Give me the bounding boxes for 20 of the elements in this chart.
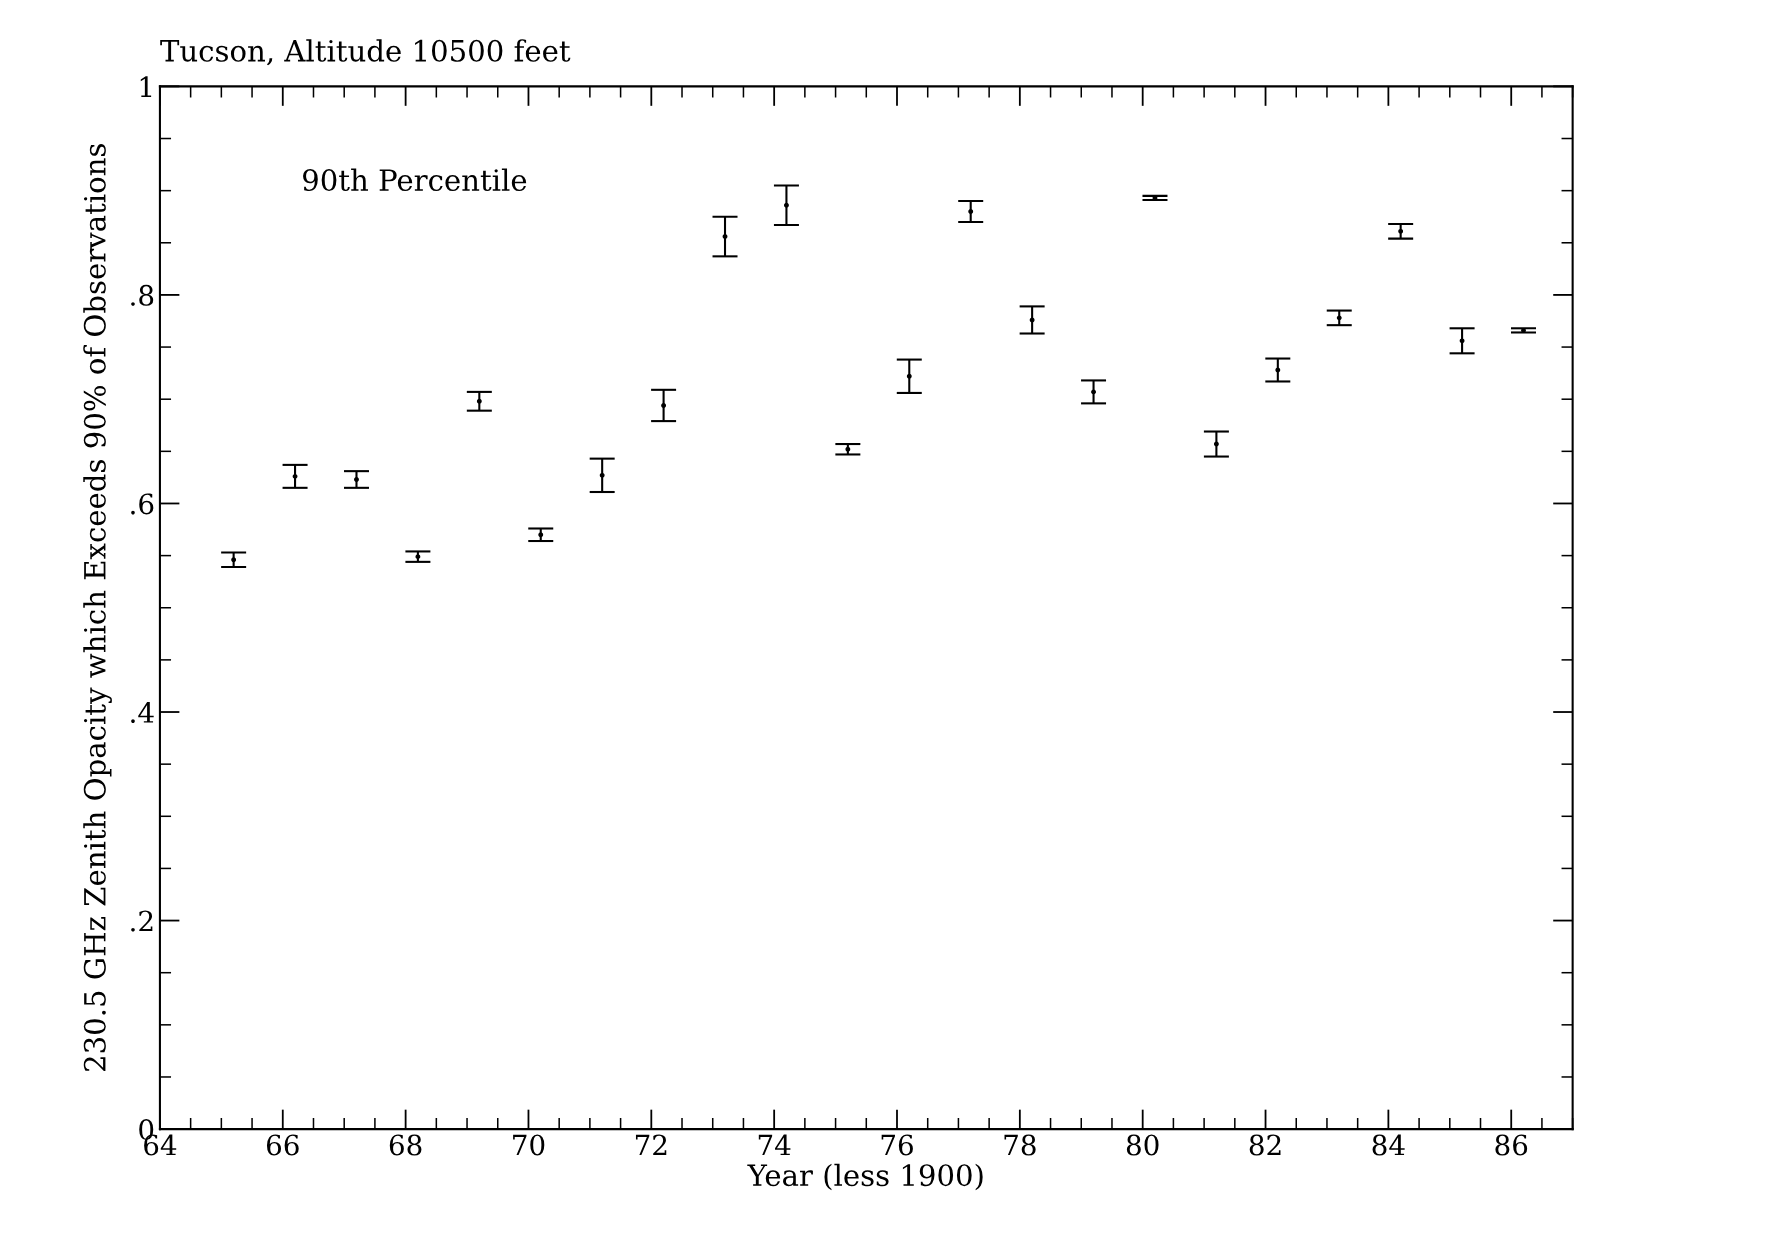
y-tick-label: .6 (131, 493, 154, 515)
annotation: 90th Percentile (303, 168, 527, 192)
x-tick-label: 70 (513, 1134, 545, 1156)
x-tick-label: 86 (1495, 1134, 1528, 1156)
y-tick-label: 1 (140, 76, 152, 97)
y-tick-label: .8 (131, 284, 154, 306)
x-tick-label: 66 (266, 1134, 299, 1156)
x-tick-label: 76 (881, 1134, 913, 1156)
x-tick-label: 68 (389, 1134, 422, 1156)
x-axis-title: Year (less 1900) (747, 1163, 983, 1191)
x-tick-label: 84 (1372, 1134, 1405, 1156)
y-tick-label: .2 (131, 910, 153, 932)
x-tick-label: 80 (1126, 1134, 1159, 1156)
x-tick-label: 74 (758, 1134, 791, 1156)
y-tick-label: .4 (131, 701, 154, 723)
x-tick-label: 72 (635, 1134, 667, 1156)
y-axis-title: 230.5 GHz Zenith Opacity which Exceeds 90% of Observations (83, 144, 112, 1071)
chart-title: Tucson, Altitude 10500 feet (160, 39, 571, 66)
x-tick-label: 82 (1249, 1134, 1281, 1156)
x-tick-label: 78 (1004, 1134, 1036, 1156)
